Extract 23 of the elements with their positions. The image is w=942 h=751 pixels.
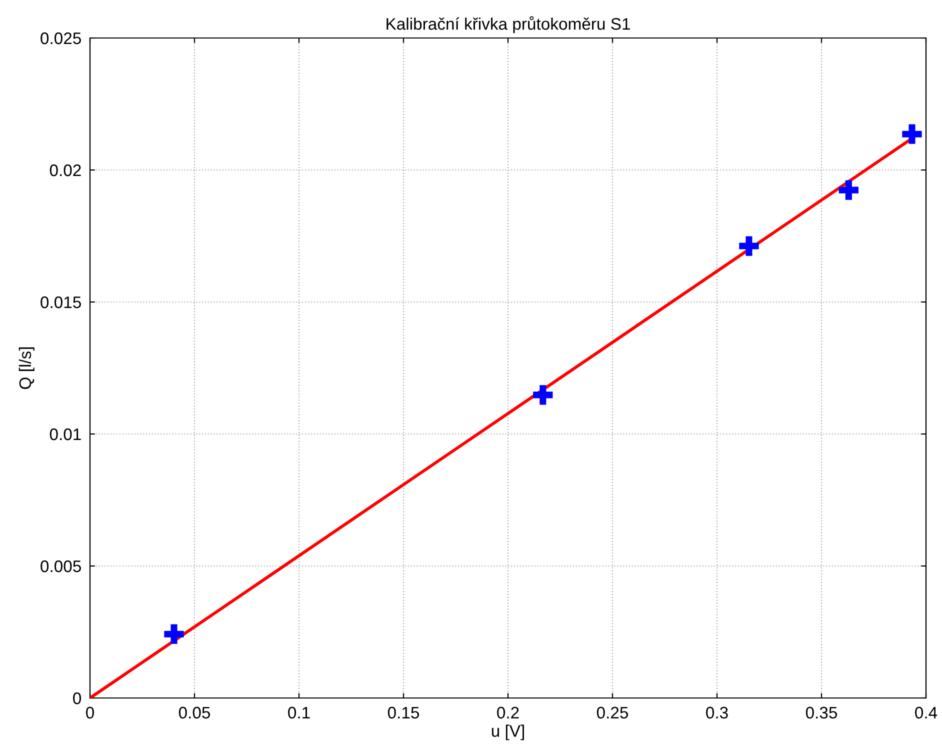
x-tick-label: 0.2 <box>497 706 519 719</box>
x-axis-title: u [V] <box>492 724 524 740</box>
chart-title: Kalibrační křivka průtokoměru S1 <box>386 16 630 34</box>
y-tick-label: 0.01 <box>50 428 81 440</box>
x-tick-label: 0.3 <box>706 706 728 719</box>
y-tick-label: 0.025 <box>40 32 81 44</box>
y-axis-title: Q [l/s] <box>18 347 34 389</box>
x-tick-label: 0.25 <box>596 706 628 719</box>
point <box>838 180 858 200</box>
x-tick-label: 0.15 <box>388 706 420 719</box>
x-tick-label: 0.1 <box>288 706 310 719</box>
x-tick-label: 0 <box>86 706 94 719</box>
point <box>739 236 759 256</box>
y-tick-label: 0.015 <box>40 296 81 308</box>
point <box>533 385 553 405</box>
x-tick-label: 0.4 <box>915 706 938 719</box>
y-tick-label: 0.02 <box>50 164 81 176</box>
point <box>164 624 184 644</box>
y-tick-label: 0.005 <box>40 560 81 572</box>
point <box>902 124 922 144</box>
x-tick-label: 0.05 <box>178 706 210 719</box>
x-tick-label: 0.35 <box>806 706 838 719</box>
y-tick-label: 0 <box>73 692 82 704</box>
